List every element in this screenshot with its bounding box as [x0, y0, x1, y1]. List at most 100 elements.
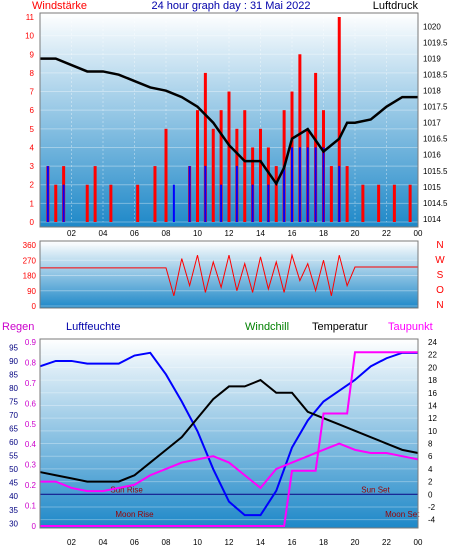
left-tick-label: 5	[30, 125, 35, 134]
left-tick-label: 1	[30, 199, 35, 208]
right-tick-label: 1018	[423, 87, 441, 96]
x-tick-label: 16	[288, 538, 297, 547]
compass-label: O	[436, 285, 444, 296]
pressure-line	[40, 57, 418, 187]
temp-tick-label: 10	[428, 427, 437, 436]
left-tick-label: 7	[30, 88, 35, 97]
x-tick-label: 00	[414, 229, 423, 238]
wind-bar	[227, 91, 231, 222]
chart-title: 24 hour graph day : 31 Mai 2022	[151, 0, 310, 12]
humidity-tick-label: 65	[9, 425, 18, 434]
wind-direction-line	[40, 253, 418, 296]
wind-bar	[392, 184, 396, 222]
humidity-tick-label: 30	[9, 519, 18, 528]
temperatur-label: Temperatur	[312, 321, 368, 333]
wind-bar	[203, 72, 207, 222]
left-tick-label: 6	[30, 106, 35, 115]
sun-rise-label: Sun Rise	[110, 485, 143, 494]
x-tick-label: 08	[162, 229, 171, 238]
right-tick-label: 1017	[423, 119, 441, 128]
sun-set-label: Sun Set	[361, 485, 390, 494]
moon-rise-label: Moon Rise	[115, 510, 154, 519]
humidity-tick-label: 80	[9, 384, 18, 393]
wind-bar	[54, 184, 58, 222]
x-tick-label: 16	[288, 229, 297, 238]
temp-tick-label: 4	[428, 465, 433, 474]
right-tick-label: 1016	[423, 151, 441, 160]
x-tick-label: 14	[256, 229, 265, 238]
rain-tick-label: 0.3	[25, 461, 37, 470]
gust-bar	[314, 147, 317, 222]
gust-bar	[172, 184, 175, 222]
windstaerke-label: Windstärke	[32, 0, 87, 12]
right-tick-label: 1015.5	[423, 167, 448, 176]
temp-tick-label: 16	[428, 389, 437, 398]
left-tick-label: 3	[30, 162, 35, 171]
rain-tick-label: 0.5	[25, 420, 37, 429]
x-tick-label: 02	[67, 538, 76, 547]
temp-tick-label: 12	[428, 414, 437, 423]
left-tick-label: 0	[30, 218, 35, 227]
wind-bar	[164, 128, 168, 222]
compass-label: S	[437, 270, 444, 281]
wind-bar	[109, 184, 113, 222]
gust-bar	[267, 184, 270, 222]
panel3-frame	[39, 338, 419, 529]
left-tick-label: 4	[30, 143, 35, 152]
x-tick-label: 22	[382, 229, 391, 238]
wind-bar	[136, 184, 140, 222]
left-tick-label: 8	[30, 69, 35, 78]
gust-bar	[62, 184, 65, 222]
rain-tick-label: 0.6	[25, 399, 37, 408]
dewpoint-line	[40, 442, 419, 493]
wind-bar	[377, 184, 381, 222]
gust-bar	[188, 166, 191, 222]
humidity-line	[39, 351, 418, 517]
x-tick-label: 12	[225, 538, 234, 547]
left-tick-label: 2	[30, 181, 35, 190]
wind-bar	[329, 166, 333, 222]
right-tick-label: 1014	[423, 215, 441, 224]
wind-bar	[298, 54, 302, 222]
rain-tick-label: 0.7	[25, 379, 37, 388]
x-tick-label: 06	[130, 229, 139, 238]
gust-bar	[220, 184, 223, 222]
wind-bar	[274, 166, 278, 222]
panel3-background	[40, 339, 418, 528]
humidity-tick-label: 40	[9, 492, 18, 501]
temp-tick-label: 0	[428, 490, 433, 499]
dir-tick-label: 0	[32, 302, 37, 311]
wind-bar	[251, 147, 255, 222]
wind-bar	[266, 147, 270, 222]
gust-bar	[306, 147, 309, 222]
wind-bar	[361, 184, 365, 222]
x-tick-label: 18	[319, 229, 328, 238]
temp-tick-label: 8	[428, 440, 433, 449]
wind-bar	[211, 128, 215, 222]
regen-label: Regen	[2, 321, 34, 333]
left-tick-label: 10	[25, 32, 34, 41]
humidity-tick-label: 70	[9, 411, 18, 420]
x-tick-label: 20	[351, 229, 360, 238]
wind-bar	[93, 166, 97, 222]
temp-tick-label: -2	[428, 503, 436, 512]
humidity-tick-label: 75	[9, 398, 18, 407]
dir-tick-label: 180	[23, 272, 37, 281]
wind-bar	[196, 110, 199, 222]
wind-bar	[219, 110, 223, 222]
x-tick-label: 10	[193, 229, 202, 238]
gust-bar	[322, 147, 325, 222]
temp-tick-label: 6	[428, 452, 433, 461]
wind-bar	[408, 184, 412, 222]
right-tick-label: 1019	[423, 55, 441, 64]
rain-tick-label: 0.8	[25, 358, 37, 367]
x-tick-label: 18	[319, 538, 328, 547]
humidity-tick-label: 90	[9, 357, 18, 366]
humidity-tick-label: 45	[9, 479, 18, 488]
gust-bar	[338, 166, 341, 222]
humidity-tick-label: 55	[9, 452, 18, 461]
x-tick-label: 06	[130, 538, 139, 547]
rain-line	[40, 351, 418, 527]
taupunkt-label: Taupunkt	[388, 321, 433, 333]
wind-bar	[243, 110, 247, 222]
